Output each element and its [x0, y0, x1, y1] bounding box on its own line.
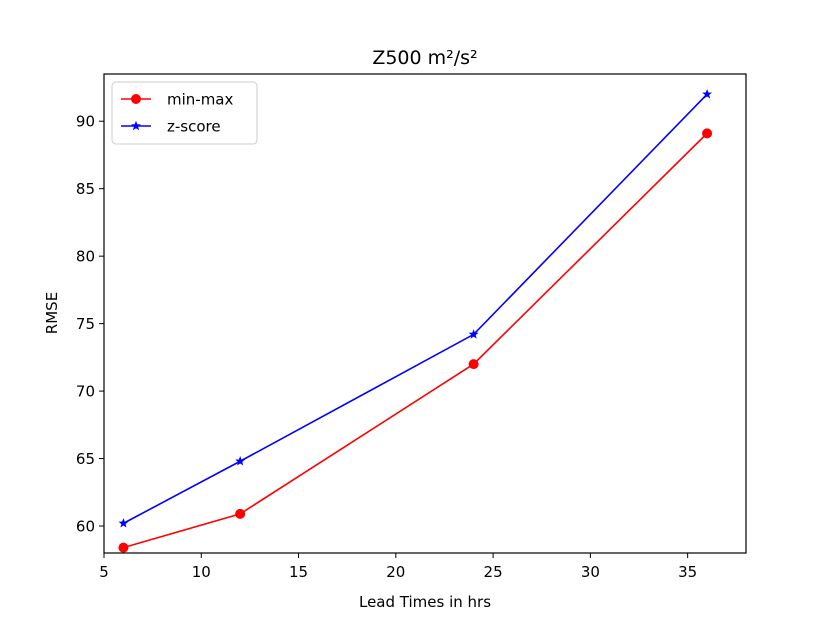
series-line-min-max — [123, 132, 708, 549]
legend-item-min-max: min-max — [121, 91, 234, 109]
y-tick-label: 75 — [76, 315, 95, 333]
data-point-min-max — [118, 542, 129, 553]
data-point-z-score — [702, 89, 713, 99]
y-tick-label: 60 — [76, 518, 95, 536]
y-tick-label: 90 — [76, 113, 95, 131]
series-min-max — [118, 128, 713, 553]
axes-frame — [103, 73, 747, 554]
y-tick-label: 65 — [76, 450, 95, 468]
x-tick-label: 35 — [678, 563, 697, 581]
x-axis-label: Lead Times in hrs — [359, 593, 491, 611]
data-point-min-max — [702, 128, 713, 139]
x-tick-label: 30 — [581, 563, 600, 581]
y-tick-label: 80 — [76, 248, 95, 266]
x-tick-label: 5 — [99, 563, 109, 581]
data-point-min-max — [468, 359, 479, 370]
plot-area — [103, 73, 747, 554]
legend-label-z-score: z-score — [167, 118, 221, 136]
series-z-score — [118, 89, 713, 528]
legend-marker-z-score — [131, 120, 141, 131]
x-tick-label: 25 — [484, 563, 503, 581]
x-tick-label: 15 — [289, 563, 308, 581]
legend-box — [111, 81, 258, 145]
x-tick-label: 10 — [192, 563, 211, 581]
x-tick-label: 20 — [386, 563, 405, 581]
data-point-min-max — [235, 508, 246, 519]
data-point-z-score — [118, 518, 129, 528]
series-line-z-score — [123, 93, 708, 525]
data-point-z-score — [235, 456, 246, 466]
legend-label-min-max: min-max — [167, 91, 234, 109]
y-axis-ticks: 60 65 70 75 80 85 90 — [76, 113, 104, 536]
legend: min-max z-score — [111, 81, 258, 145]
y-tick-label: 85 — [76, 180, 95, 198]
legend-item-z-score: z-score — [121, 118, 221, 136]
y-axis-label: RMSE — [43, 292, 61, 334]
x-axis-ticks: 5 10 15 20 25 30 35 — [99, 553, 697, 581]
series-layer — [118, 89, 713, 553]
y-tick-label: 70 — [76, 383, 95, 401]
chart-title: Z500 m²/s² — [372, 47, 477, 69]
data-point-z-score — [468, 329, 479, 339]
legend-marker-min-max — [131, 94, 141, 104]
